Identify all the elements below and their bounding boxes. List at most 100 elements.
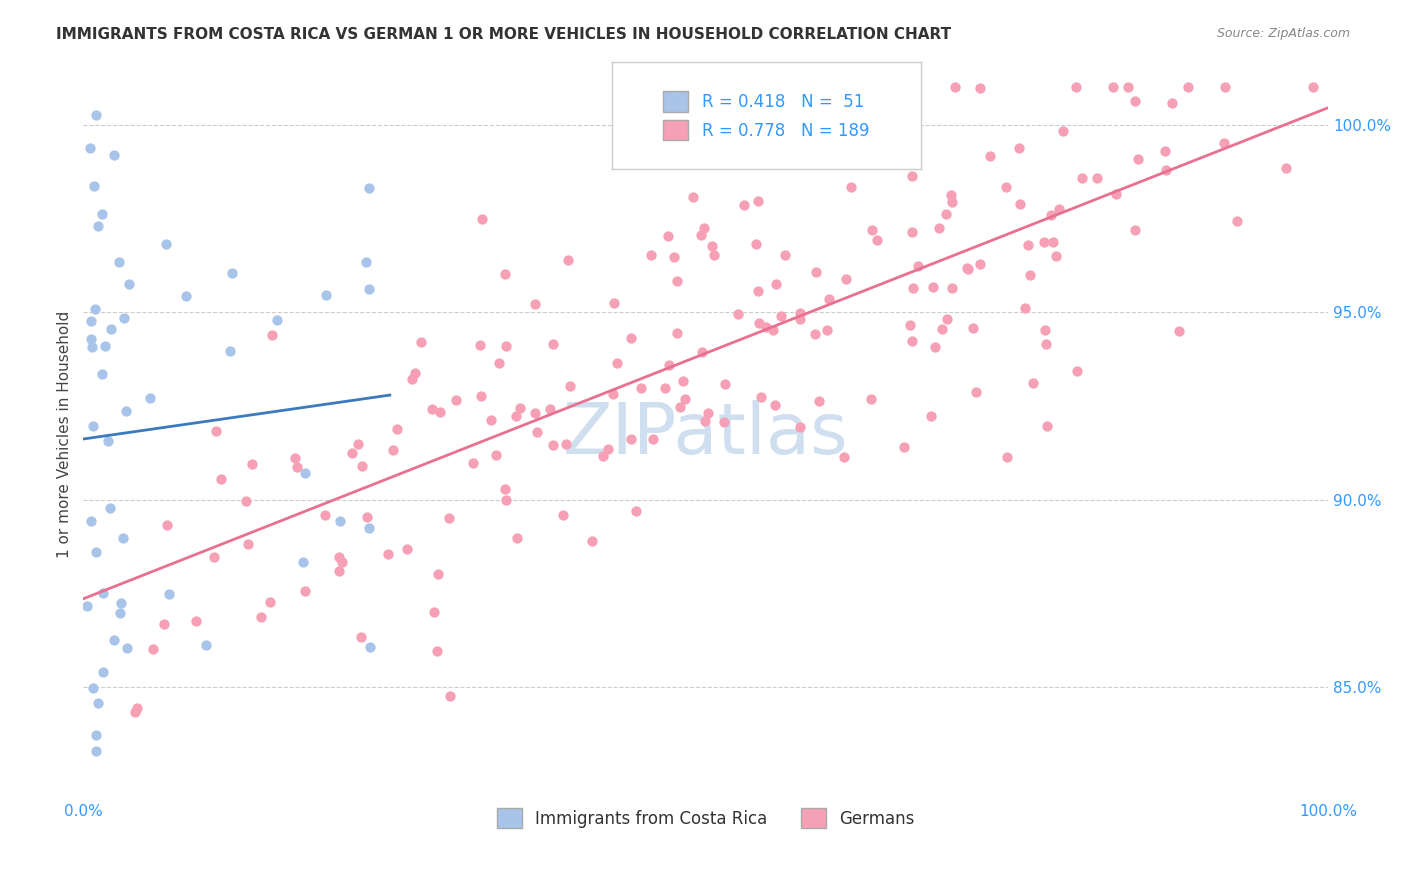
- Point: [643, 432, 665, 446]
- Point: [832, 450, 855, 465]
- Point: [558, 379, 581, 393]
- Point: [174, 289, 197, 303]
- Point: [356, 510, 378, 524]
- Point: [284, 450, 307, 465]
- Point: [357, 521, 380, 535]
- Point: [924, 340, 946, 354]
- Point: [665, 274, 688, 288]
- Point: [87, 696, 110, 710]
- Point: [839, 180, 862, 194]
- Point: [381, 443, 404, 458]
- Point: [1274, 161, 1296, 175]
- Point: [541, 438, 564, 452]
- Point: [979, 148, 1001, 162]
- Point: [779, 134, 801, 148]
- Point: [479, 413, 502, 427]
- Point: [662, 250, 685, 264]
- Point: [941, 188, 963, 202]
- Point: [506, 532, 529, 546]
- Point: [1128, 153, 1150, 167]
- Point: [294, 584, 316, 599]
- Point: [965, 384, 987, 399]
- Point: [1161, 96, 1184, 111]
- Point: [765, 277, 787, 291]
- Point: [901, 334, 924, 348]
- Point: [294, 466, 316, 480]
- Point: [315, 288, 337, 302]
- Point: [219, 344, 242, 359]
- Point: [235, 493, 257, 508]
- Point: [236, 537, 259, 551]
- Point: [995, 450, 1018, 464]
- Point: [693, 221, 716, 235]
- Point: [1019, 268, 1042, 282]
- Point: [377, 547, 399, 561]
- Point: [1105, 187, 1128, 202]
- Point: [87, 219, 110, 233]
- Point: [110, 596, 132, 610]
- Point: [152, 616, 174, 631]
- Point: [285, 460, 308, 475]
- Point: [1168, 325, 1191, 339]
- Point: [84, 108, 107, 122]
- Point: [83, 179, 105, 194]
- Point: [249, 610, 271, 624]
- Point: [426, 566, 449, 581]
- Point: [907, 259, 929, 273]
- Point: [658, 359, 681, 373]
- Point: [471, 212, 494, 227]
- Point: [82, 681, 104, 695]
- Point: [606, 356, 628, 370]
- Text: ZIPatlas: ZIPatlas: [562, 400, 849, 468]
- Point: [775, 248, 797, 262]
- Point: [1177, 80, 1199, 95]
- Point: [668, 401, 690, 415]
- Point: [526, 425, 548, 439]
- Point: [1021, 376, 1043, 391]
- Point: [91, 586, 114, 600]
- Point: [205, 424, 228, 438]
- Point: [84, 728, 107, 742]
- Point: [103, 148, 125, 162]
- Point: [80, 314, 103, 328]
- Point: [1008, 197, 1031, 211]
- Point: [359, 181, 381, 195]
- Point: [523, 405, 546, 419]
- Point: [866, 233, 889, 247]
- Point: [945, 80, 967, 95]
- Point: [340, 446, 363, 460]
- Point: [80, 340, 103, 354]
- Point: [714, 376, 737, 391]
- Point: [825, 142, 848, 156]
- Point: [79, 332, 101, 346]
- Point: [727, 307, 749, 321]
- Point: [818, 292, 841, 306]
- Point: [901, 281, 924, 295]
- Point: [806, 265, 828, 279]
- Point: [468, 338, 491, 352]
- Point: [84, 544, 107, 558]
- Point: [804, 327, 827, 342]
- Point: [115, 640, 138, 655]
- Point: [495, 493, 517, 508]
- Point: [834, 272, 856, 286]
- Point: [97, 434, 120, 448]
- Point: [745, 236, 768, 251]
- Point: [541, 337, 564, 351]
- Point: [994, 180, 1017, 194]
- Point: [893, 440, 915, 454]
- Point: [815, 323, 838, 337]
- Point: [429, 405, 451, 419]
- Point: [1066, 364, 1088, 378]
- Point: [703, 248, 725, 262]
- Point: [470, 388, 492, 402]
- Point: [956, 262, 979, 277]
- Point: [901, 225, 924, 239]
- Point: [755, 319, 778, 334]
- Point: [422, 605, 444, 619]
- Point: [747, 284, 769, 298]
- Point: [124, 705, 146, 719]
- Point: [928, 221, 950, 235]
- Point: [292, 555, 315, 569]
- Point: [1035, 336, 1057, 351]
